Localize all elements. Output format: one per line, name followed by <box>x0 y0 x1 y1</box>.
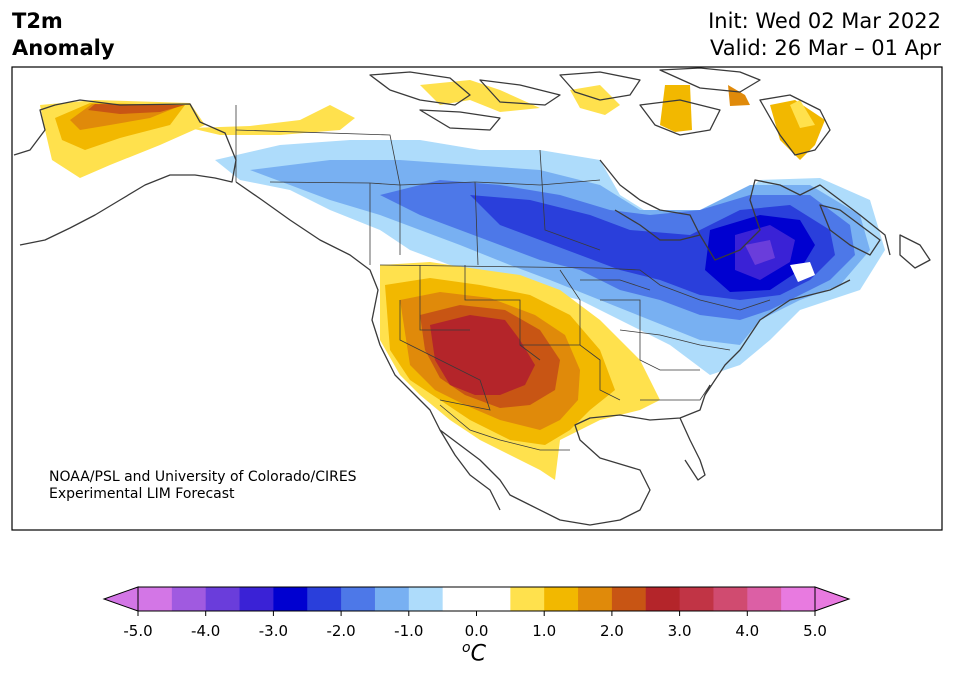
colorbar-swatch <box>307 587 342 611</box>
colorbar-swatch <box>510 587 545 611</box>
colorbar-swatch <box>138 587 173 611</box>
title-line-2: Anomaly <box>12 36 115 60</box>
valid-date: Valid: 26 Mar – 01 Apr <box>710 36 941 60</box>
colorbar-tick-label: -3.0 <box>259 622 288 640</box>
colorbar-swatch <box>273 587 308 611</box>
title-line-1: T2m <box>12 9 63 33</box>
colorbar-tick-label: 0.0 <box>465 622 489 640</box>
arctic-warm-anomaly <box>420 80 825 160</box>
colorbar-swatch <box>781 587 816 611</box>
colorbar-swatch <box>442 587 477 611</box>
colorbar-tick-label: 5.0 <box>803 622 827 640</box>
colorbar-swatch <box>578 587 613 611</box>
colorbar-tick-label: 1.0 <box>532 622 556 640</box>
colorbar-over-arrow <box>814 586 851 612</box>
colorbar-swatch <box>713 587 748 611</box>
colorbar-tick-label: 4.0 <box>735 622 759 640</box>
colorbar-unit: oC <box>462 640 486 666</box>
colorbar-tick-label: -1.0 <box>394 622 423 640</box>
colorbar-tick-label: -4.0 <box>191 622 220 640</box>
unit-celsius: C <box>470 641 486 667</box>
colorbar-swatch <box>544 587 579 611</box>
colorbar-swatch <box>408 587 444 611</box>
colorbar-swatch <box>645 587 681 611</box>
colorbar-swatch <box>239 587 274 611</box>
colorbar: -5.0 -4.0 -3.0 -2.0 -1.0 0.0 1.0 2.0 3.0 4.0 5.0 <box>102 586 851 640</box>
colorbar-swatch <box>374 587 410 611</box>
canada-cool-anomaly <box>215 140 885 375</box>
colorbar-swatch <box>205 587 241 611</box>
political-boundaries <box>235 105 771 451</box>
colorbar-swatch <box>476 587 511 611</box>
init-date: Init: Wed 02 Mar 2022 <box>708 9 941 33</box>
colorbar-tick-label: -5.0 <box>123 622 152 640</box>
colorbar-under-arrow <box>102 586 139 612</box>
colorbar-tick-label: 3.0 <box>668 622 692 640</box>
alaska-warm-anomaly <box>40 100 355 178</box>
credit-text: NOAA/PSL and University of Colorado/CIRE… <box>49 469 357 503</box>
colorbar-swatch <box>747 587 782 611</box>
colorbar-tick-label: -2.0 <box>326 622 355 640</box>
forecast-dates: Init: Wed 02 Mar 2022 Valid: 26 Mar – 01… <box>708 8 941 62</box>
colorbar-tick-label: 2.0 <box>600 622 624 640</box>
colorbar-swatch <box>611 587 647 611</box>
colorbar-swatch <box>171 587 207 611</box>
southwest-warm-anomaly <box>380 262 660 480</box>
credit-line-2: Experimental LIM Forecast <box>49 486 235 502</box>
credit-line-1: NOAA/PSL and University of Colorado/CIRE… <box>49 469 357 485</box>
coastlines <box>13 67 931 526</box>
map-title: T2m Anomaly <box>12 8 115 62</box>
colorbar-swatch <box>341 587 376 611</box>
colorbar-swatch <box>679 587 714 611</box>
unit-degree: o <box>462 640 471 656</box>
